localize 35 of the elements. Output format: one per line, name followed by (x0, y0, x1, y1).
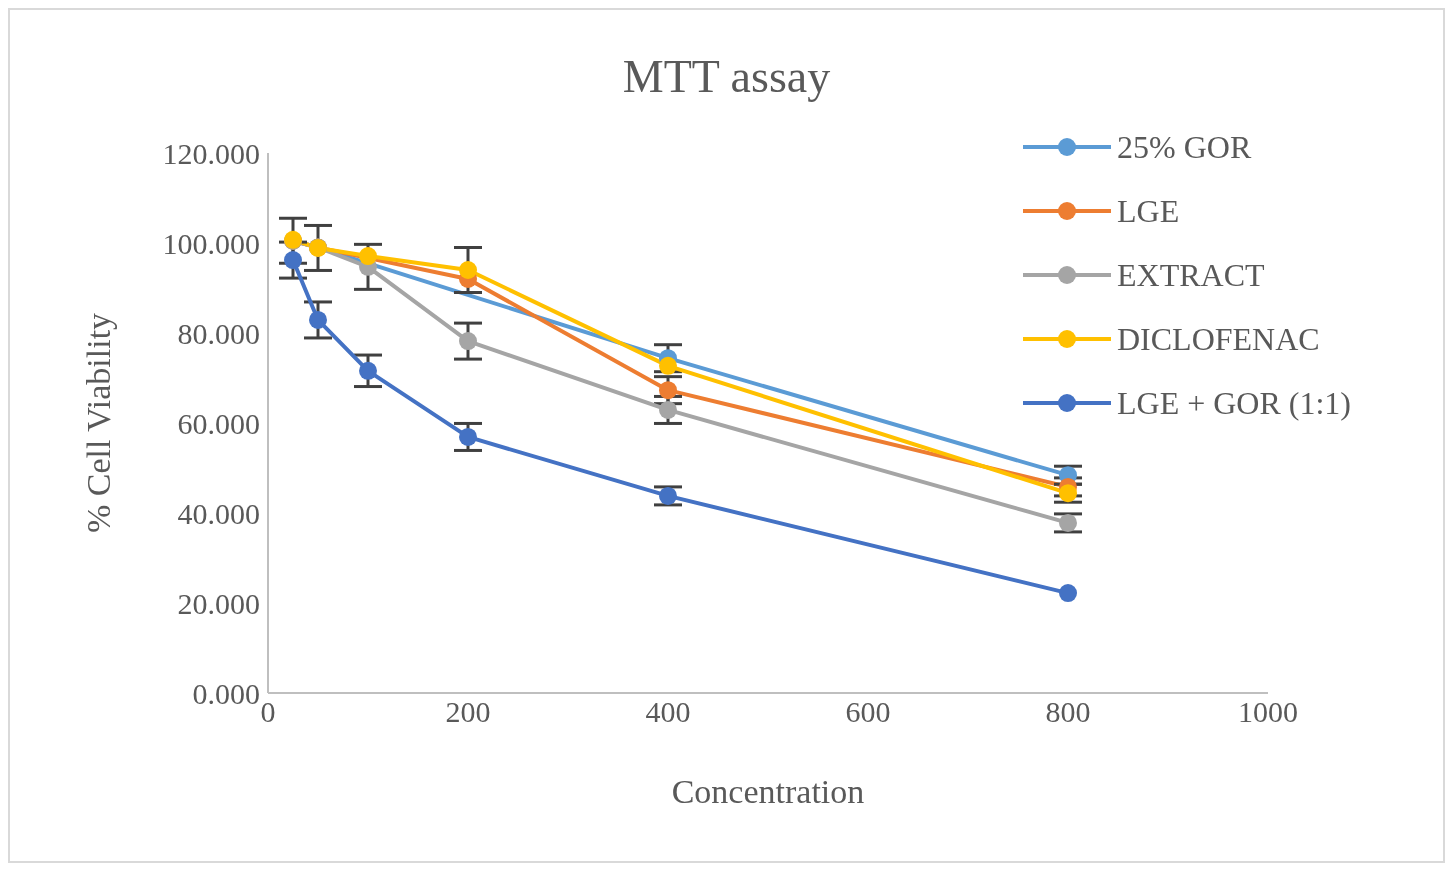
y-tick-label: 20.000 (177, 586, 260, 620)
y-tick-label: 60.000 (177, 406, 260, 440)
point (659, 486, 677, 505)
point (459, 261, 477, 279)
point (309, 310, 327, 329)
point (1059, 484, 1077, 503)
y-tick-label: 0.000 (192, 676, 260, 710)
x-tick-label: 800 (1045, 695, 1091, 729)
point (459, 332, 477, 351)
legend-label: DICLOFENAC (1117, 320, 1320, 358)
point (659, 356, 677, 375)
legend-label: LGE (1117, 192, 1180, 230)
x-tick-label: 0 (260, 695, 276, 729)
y-tick-label: 80.000 (177, 316, 260, 350)
y-axis-title: % Cell Viability (80, 312, 118, 534)
point (659, 381, 677, 400)
y-tick-label: 100.000 (162, 226, 260, 260)
x-tick-label: 200 (445, 695, 491, 729)
point (359, 247, 377, 266)
legend-label: LGE + GOR (1:1) (1117, 384, 1352, 422)
x-tick-label: 1000 (1238, 695, 1298, 729)
point (1059, 513, 1077, 532)
legend-label: EXTRACT (1117, 256, 1265, 294)
point (659, 400, 677, 419)
y-tick-label: 120.000 (162, 136, 260, 170)
point (459, 427, 477, 446)
point (1059, 584, 1077, 603)
legend-label: 25% GOR (1117, 128, 1252, 166)
point (359, 361, 377, 380)
x-tick-label: 600 (845, 695, 891, 729)
chart-title: MTT assay (621, 50, 832, 103)
point (284, 251, 302, 270)
x-tick-label: 400 (645, 695, 691, 729)
y-tick-label: 40.000 (177, 496, 260, 530)
x-axis-title: Concentration (671, 773, 865, 810)
